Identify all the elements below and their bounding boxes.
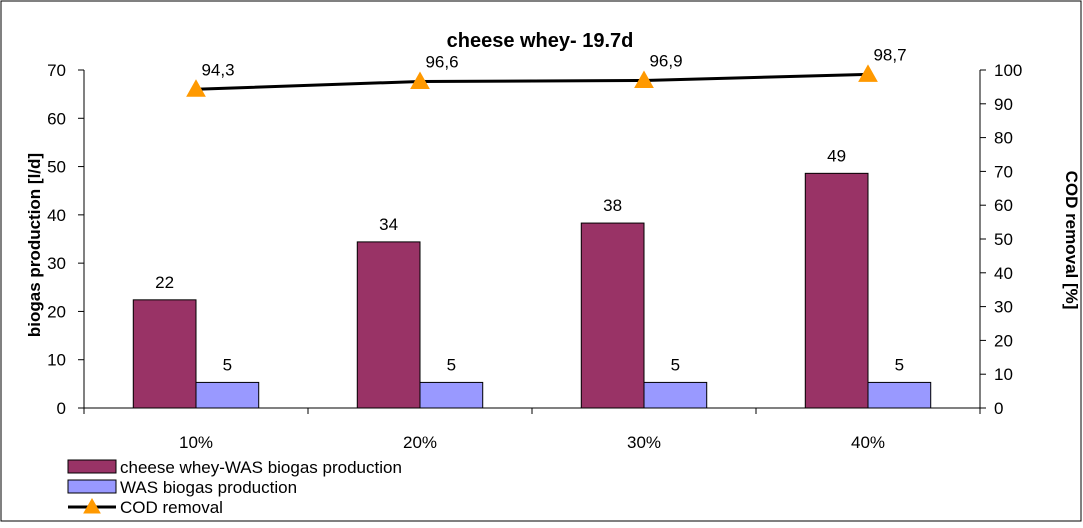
y-right-tick-label: 50 [994, 230, 1013, 249]
bar-data-label: 5 [671, 355, 680, 374]
y-right-tick-label: 0 [994, 399, 1003, 418]
bar [132, 299, 197, 409]
plot-area: 0 10 20 30 40 50 60 70 0 10 20 30 40 50 60 70 80 90 100 10%… [47, 45, 1022, 452]
line-data-label: 96,9 [649, 51, 682, 70]
y-right-tick-label: 90 [994, 95, 1013, 114]
bar-data-label: 34 [379, 215, 398, 234]
bar-data-label: 5 [447, 355, 456, 374]
y-left-tick-label: 10 [47, 351, 66, 370]
bar [804, 172, 869, 409]
y-right-tick-label: 30 [994, 298, 1013, 317]
y-right-tick-label: 70 [994, 162, 1013, 181]
y-axis-right-title: COD removal [%] [1062, 171, 1081, 310]
line-data-label: 98,7 [873, 45, 906, 64]
bar-data-label: 5 [895, 355, 904, 374]
chart-title: cheese whey- 19.7d [447, 30, 634, 52]
bar [643, 381, 708, 409]
x-category-label: 40% [851, 433, 885, 452]
y-axis-left-title: biogas production [l/d] [25, 153, 44, 337]
bar-data-label: 22 [155, 273, 174, 292]
y-right-tick-label: 10 [994, 365, 1013, 384]
legend-swatch-marker [83, 497, 101, 514]
y-right-tick-label: 40 [994, 264, 1013, 283]
bar [195, 381, 260, 409]
bar-data-label: 5 [223, 355, 232, 374]
bar-data-label: 38 [603, 196, 622, 215]
y-right-tick-label: 20 [994, 331, 1013, 350]
line-point-marker [186, 79, 206, 97]
legend-entry-label: COD removal [120, 498, 223, 517]
y-left-tick-label: 50 [47, 158, 66, 177]
y-left-tick-label: 30 [47, 254, 66, 273]
line-data-label: 96,6 [425, 52, 458, 71]
legend-entry-label: WAS biogas production [120, 478, 297, 497]
bar [580, 222, 645, 409]
y-right-tick-label: 100 [994, 61, 1022, 80]
y-left-tick-label: 60 [47, 109, 66, 128]
x-category-label: 30% [627, 433, 661, 452]
y-left-tick-label: 70 [47, 61, 66, 80]
x-category-label: 20% [403, 433, 437, 452]
bar [867, 381, 932, 409]
bar [419, 381, 484, 409]
y-right-tick-label: 80 [994, 129, 1013, 148]
bar [356, 241, 421, 409]
line-data-label: 94,3 [201, 60, 234, 79]
legend-swatch [67, 479, 117, 494]
y-left-tick-label: 0 [57, 399, 66, 418]
line-point-marker [858, 64, 878, 82]
bar-data-label: 49 [827, 146, 846, 165]
y-left-tick-label: 40 [47, 206, 66, 225]
line-series-cod-removal [195, 72, 869, 91]
line-point-marker [634, 70, 654, 88]
x-category-label: 10% [179, 433, 213, 452]
y-right-tick-label: 60 [994, 196, 1013, 215]
legend-swatch [67, 459, 117, 474]
line-point-marker [410, 71, 430, 89]
legend-entry-label: cheese whey-WAS biogas production [120, 458, 402, 477]
y-left-tick-label: 20 [47, 302, 66, 321]
